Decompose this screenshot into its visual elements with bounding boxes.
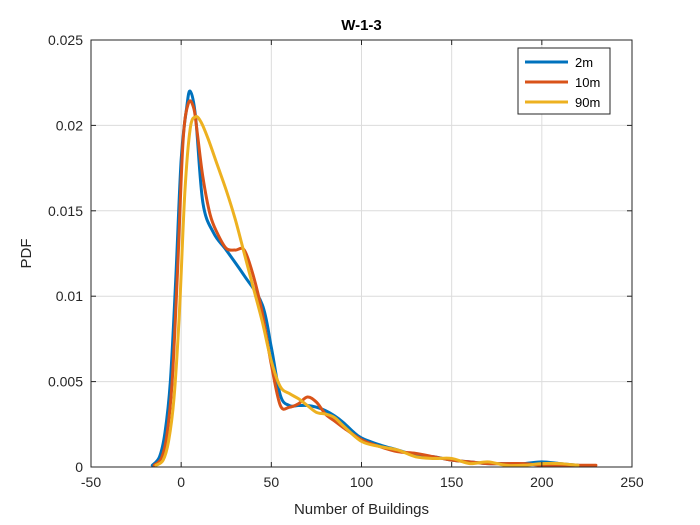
y-tick-label: 0.005 [48,374,83,390]
chart-title: W-1-3 [341,17,382,34]
x-tick-label: 50 [264,474,280,490]
axes [90,39,633,468]
x-tick-label: -50 [81,474,101,490]
legend-label-90m: 90m [575,95,600,110]
series-group [150,89,598,468]
y-tick-label: 0.01 [56,288,83,304]
tick-labels: -50 0 50 100 150 200 25000.0050.010.0150.020.0… [48,32,644,490]
axes-box [90,39,633,468]
y-tick-label: 0 [75,459,83,475]
y-tick-label: 0.02 [56,117,83,133]
legend-label-2m: 2m [575,55,593,70]
y-tick-label: 0.025 [48,32,83,48]
y-tick-label: 0.015 [48,203,83,219]
legend: 2m 10m 90m [517,47,611,115]
x-tick-label: 150 [440,474,464,490]
legend-label-10m: 10m [575,75,600,90]
y-axis-label: PDF [18,239,35,269]
series-line-90m [154,115,580,468]
x-tick-label: 200 [530,474,554,490]
x-tick-label: 0 [177,474,185,490]
x-tick-label: 250 [620,474,644,490]
x-tick-label: 100 [350,474,374,490]
x-axis-label: Number of Buildings [294,501,429,518]
